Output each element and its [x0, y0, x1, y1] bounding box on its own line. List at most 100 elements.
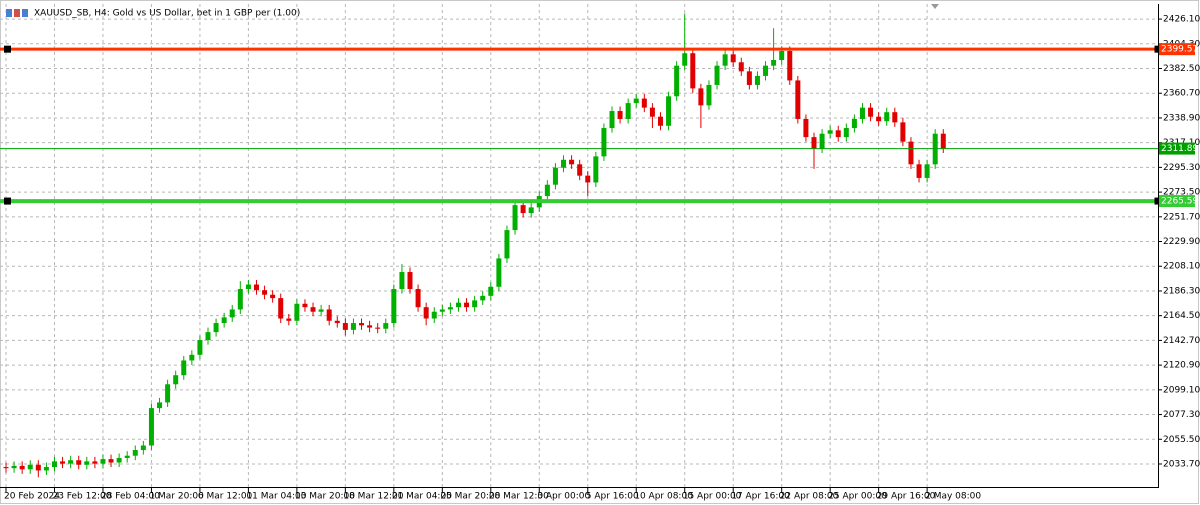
x-tick-label: 13 Mar 20:00 — [295, 492, 355, 502]
candle-body — [19, 465, 25, 470]
x-tick-label: 28 Feb 04:00 — [101, 492, 160, 502]
candle-body — [189, 354, 195, 361]
candle-body — [754, 75, 760, 85]
candle-body — [124, 455, 130, 458]
candle-body — [399, 272, 405, 290]
candle-body — [512, 205, 518, 231]
candle-body — [593, 156, 599, 183]
candle-body — [431, 311, 437, 319]
candle-body — [763, 65, 769, 76]
candle-body — [819, 133, 825, 149]
candle-body — [488, 286, 494, 296]
x-tick-label: 29 Apr 16:00 — [877, 492, 936, 502]
candle-body — [682, 53, 688, 66]
candle-body — [480, 295, 486, 301]
candle-body — [876, 116, 882, 122]
x-axis-line — [0, 487, 1159, 488]
candle-body — [148, 408, 154, 446]
y-tick-label: 2099.10 — [1163, 385, 1200, 395]
candle-body — [851, 118, 857, 129]
candle-body — [472, 300, 478, 308]
candle-body — [528, 207, 534, 214]
candle-body — [76, 460, 82, 465]
candle-body — [544, 184, 550, 197]
candle-body — [617, 111, 623, 119]
candle-body — [51, 461, 57, 468]
candle-body — [827, 130, 833, 134]
x-tick-label: 18 Mar 12:00 — [343, 492, 403, 502]
candle-body — [197, 340, 203, 355]
y-tick-label: 2164.50 — [1163, 311, 1200, 321]
candle-body — [391, 289, 397, 324]
candle-body — [415, 289, 421, 308]
candle-body — [375, 327, 381, 329]
candle-body — [714, 65, 720, 85]
y-tick-label: 2055.50 — [1163, 435, 1200, 445]
candle-body — [795, 80, 801, 119]
x-tick-label: 6 Mar 12:00 — [198, 492, 253, 502]
candle-body — [649, 107, 655, 117]
y-tick-label: 2186.30 — [1163, 286, 1200, 296]
line-handle — [1154, 45, 1162, 53]
candle-body — [859, 107, 865, 119]
y-tick-label: 2273.50 — [1163, 188, 1200, 198]
candle-body — [132, 450, 138, 456]
candle-body — [585, 175, 591, 183]
y-tick-label: 2295.30 — [1163, 163, 1200, 173]
candle-body — [278, 298, 284, 319]
candle-body — [746, 71, 752, 85]
candle-body — [11, 465, 17, 469]
x-tick-label: 25 Apr 00:00 — [828, 492, 887, 502]
candle-body — [900, 122, 906, 142]
candle-body — [221, 317, 227, 324]
candle-body — [334, 320, 340, 324]
candle-body — [843, 128, 849, 138]
x-tick-label: 28 Mar 12:00 — [489, 492, 549, 502]
candle-body — [294, 303, 300, 321]
candle-body — [447, 307, 453, 310]
x-tick-label: 5 Apr 16:00 — [586, 492, 639, 502]
x-tick-label: 11 Mar 04:00 — [246, 492, 306, 502]
price-label-bg — [1159, 43, 1195, 56]
price-label-bg — [1159, 195, 1195, 208]
candle-body — [633, 98, 639, 104]
candle-body — [157, 402, 163, 409]
x-tick-label: 20 Feb 2024 — [4, 492, 60, 502]
candle-body — [738, 62, 744, 72]
x-tick-label: 17 Apr 16:00 — [731, 492, 790, 502]
x-tick-label: 23 Feb 12:00 — [52, 492, 111, 502]
candle-body — [342, 323, 348, 330]
candle-body — [302, 303, 308, 308]
candle-body — [455, 302, 461, 308]
y-tick-label: 2208.10 — [1163, 262, 1200, 272]
candle-body — [577, 164, 583, 176]
x-tick-label: 3 Apr 00:00 — [537, 492, 590, 502]
x-tick-label: 10 Apr 08:00 — [634, 492, 693, 502]
candle-body — [84, 461, 90, 465]
price-label: 2399.57 — [1161, 45, 1198, 55]
candle-body — [722, 54, 728, 66]
candle-body — [884, 112, 890, 122]
candle-body — [407, 272, 413, 290]
x-tick-label: 2 May 08:00 — [925, 492, 981, 502]
candle-body — [520, 205, 526, 214]
candle-body — [730, 54, 736, 63]
y-axis-line — [1158, 4, 1159, 488]
candle-body — [690, 53, 696, 89]
symbol-icon — [6, 9, 28, 17]
candle-body — [60, 461, 66, 464]
candle-body — [609, 111, 615, 129]
chart-title: XAUUSD_SB, H4: Gold vs US Dollar, bet in… — [34, 9, 300, 19]
grid — [0, 4, 1158, 487]
candle-body — [43, 467, 49, 471]
candle-body — [940, 133, 946, 149]
candle-body — [892, 112, 898, 123]
candle-body — [165, 384, 171, 403]
candle-body — [367, 325, 373, 328]
x-tick-label: 15 Apr 00:00 — [683, 492, 742, 502]
shift-marker — [931, 4, 939, 9]
y-tick-label: 2077.30 — [1163, 410, 1200, 420]
candle-body — [245, 284, 251, 290]
candle-body — [359, 323, 365, 326]
